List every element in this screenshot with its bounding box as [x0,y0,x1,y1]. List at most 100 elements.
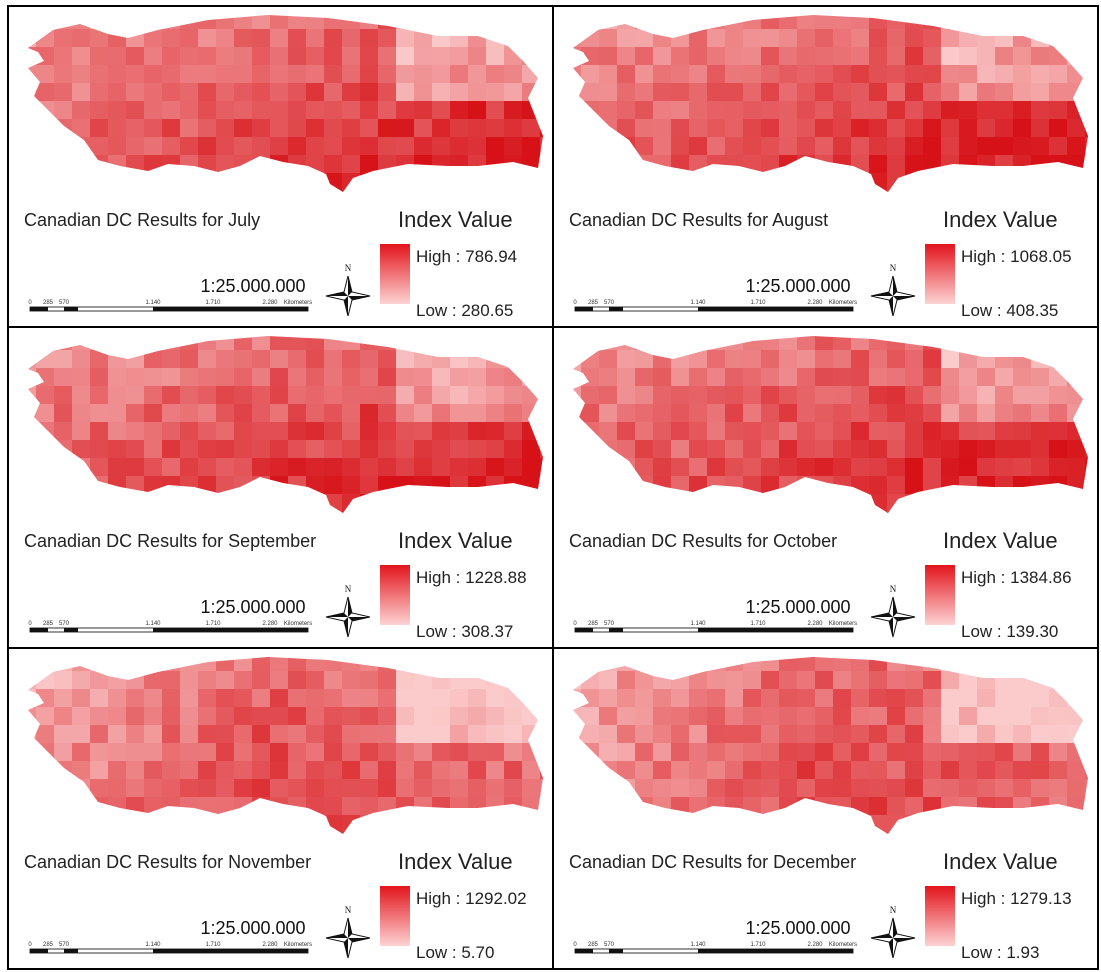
raster-cell [28,707,37,726]
raster-cell [54,671,73,690]
raster-cell [941,743,960,762]
raster-cell [54,707,73,726]
raster-cell [270,689,289,708]
raster-cell [599,725,618,744]
raster-cell [977,47,996,66]
raster-cell [671,155,690,174]
raster-cell [252,440,271,459]
raster-cell [90,386,109,405]
raster-cell [540,65,543,84]
raster-cell [779,47,798,66]
legend-title: Index Value [398,849,513,874]
scale-bar-label: Kilometers [829,621,857,627]
raster-cell [977,119,996,138]
raster-cell [432,65,451,84]
raster-cell [468,47,487,66]
raster-cell [198,671,217,690]
raster-cell [887,779,906,798]
raster-cell [1013,386,1032,405]
raster-cell [90,707,109,726]
raster-cell [342,689,361,708]
raster-cell [378,671,397,690]
raster-cell [360,815,379,834]
raster-cell [378,689,397,708]
raster-cell [54,191,73,192]
raster-cell [432,173,451,192]
raster-cell [432,743,451,762]
raster-cell [743,512,762,513]
raster-cell [198,657,217,672]
raster-cell [923,797,942,816]
raster-cell [959,476,978,495]
raster-cell [617,83,636,102]
raster-cell [653,476,672,495]
raster-cell [216,657,235,672]
raster-cell [923,512,942,513]
raster-cell [779,689,798,708]
raster-cell [504,155,523,174]
raster-cell [36,336,55,351]
raster-cell [234,336,253,351]
map-panel: Canadian DC Results for November Index Va… [7,647,554,970]
raster-cell [72,707,91,726]
raster-cell [869,368,888,387]
raster-cell [869,29,888,48]
raster-cell [540,833,543,834]
raster-cell [306,512,325,513]
raster-cell [108,458,127,477]
raster-cell [797,350,816,369]
raster-cell [36,512,55,513]
raster-cell [108,101,127,120]
scale-bar-label: 1.710 [750,621,766,627]
raster-cell [581,657,600,672]
raster-cell [923,476,942,495]
raster-cell [72,137,91,156]
scale-bar-label: 285 [43,942,54,948]
raster-cell [1067,155,1086,174]
legend-title: Index Value [943,849,1058,874]
raster-cell [653,657,672,672]
raster-cell [270,155,289,174]
scale-bar-label: Kilometers [284,621,312,627]
raster-cell [270,101,289,120]
raster-cell [216,671,235,690]
raster-cell [581,476,600,495]
raster-cell [761,512,780,513]
raster-cell [779,671,798,690]
raster-cell [797,833,816,834]
raster-cell [977,15,996,30]
raster-cell [306,725,325,744]
raster-cell [707,761,726,780]
raster-cell [779,657,798,672]
raster-cell [126,191,145,192]
map-panel: Canadian DC Results for August Index Valu… [552,5,1099,328]
raster-cell [743,336,762,351]
raster-cell [1067,29,1086,48]
raster-cell [252,671,271,690]
map-panel: Canadian DC Results for December Index Va… [552,647,1099,970]
raster-cell [90,173,109,192]
raster-cell [941,707,960,726]
raster-cell [653,707,672,726]
raster-cell [671,83,690,102]
raster-cell [216,689,235,708]
raster-cell [581,65,600,84]
raster-cell [90,422,109,441]
raster-cell [887,440,906,459]
raster-cell [468,350,487,369]
raster-cell [779,83,798,102]
raster-cell [923,815,942,834]
raster-cell [977,29,996,48]
raster-cell [923,336,942,351]
raster-cell [1049,15,1068,30]
raster-cell [216,494,235,513]
raster-cell [162,386,181,405]
raster-cell [72,119,91,138]
raster-cell [905,65,924,84]
raster-cell [252,725,271,744]
raster-cell [378,155,397,174]
panel-title: Canadian DC Results for September [24,531,316,551]
raster-cell [761,65,780,84]
raster-cell [324,350,343,369]
raster-cell [144,797,163,816]
